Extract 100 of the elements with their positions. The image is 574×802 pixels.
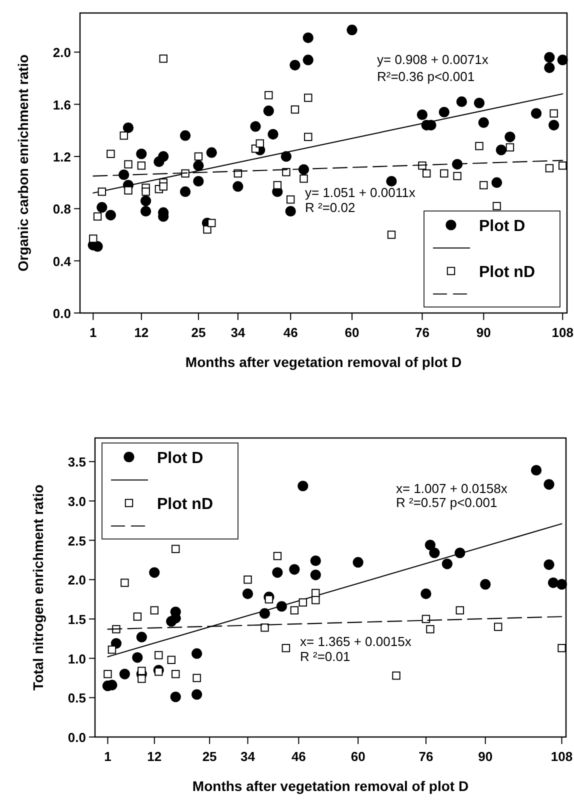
- point: [530, 108, 542, 119]
- point: [442, 558, 452, 570]
- point: [392, 672, 400, 680]
- point: [557, 54, 568, 66]
- point: [286, 195, 295, 204]
- x-tick-label: 60: [350, 749, 366, 764]
- point: [268, 129, 278, 140]
- point: [300, 174, 308, 183]
- point: [298, 598, 308, 607]
- point: [544, 479, 554, 490]
- y-tick-label: 2.5: [68, 533, 86, 548]
- legend-label: Plot D: [479, 218, 526, 235]
- legend-label: Plot D: [157, 450, 204, 467]
- legend-label: Plot nD: [157, 496, 213, 513]
- point: [440, 169, 448, 178]
- point: [282, 168, 290, 176]
- point: [203, 225, 212, 234]
- point: [304, 132, 312, 142]
- point: [290, 606, 299, 614]
- point: [142, 188, 150, 196]
- point: [232, 181, 244, 192]
- point: [506, 143, 514, 152]
- point: [242, 588, 254, 600]
- point: [496, 144, 506, 156]
- point: [558, 644, 566, 652]
- point: [193, 176, 204, 187]
- point: [544, 62, 555, 74]
- point: [149, 567, 160, 578]
- point: [140, 206, 152, 217]
- x-tick-label: 108: [550, 749, 573, 764]
- y-tick-label: 1.0: [68, 651, 86, 666]
- point: [167, 656, 176, 664]
- point: [264, 91, 273, 100]
- x-tick-label: 25: [191, 325, 206, 340]
- point: [494, 622, 502, 631]
- annotation: y= 1.051 + 0.0011x: [305, 185, 416, 200]
- annotation: x= 1.007 + 0.0158x: [396, 481, 508, 496]
- y-tick-label: 3.5: [68, 454, 86, 470]
- point: [280, 151, 292, 162]
- point: [474, 98, 485, 108]
- point: [172, 544, 180, 554]
- y-tick-label: 0.0: [68, 730, 86, 745]
- y-tick-label: 3.0: [68, 494, 86, 509]
- point: [492, 177, 502, 188]
- y-tick-label: 2.0: [52, 45, 71, 60]
- point: [478, 117, 489, 128]
- point: [193, 160, 204, 171]
- point: [133, 612, 142, 621]
- y-tick-label: 2.0: [68, 572, 86, 588]
- annotation: R ²=0.01: [300, 649, 350, 664]
- point: [548, 577, 559, 588]
- y-axis-title: Total nitrogen enrichment ratio: [30, 484, 46, 690]
- point: [545, 164, 554, 172]
- y-tick-label: 0.0: [52, 306, 71, 321]
- point: [420, 588, 432, 600]
- point: [158, 151, 169, 162]
- point: [159, 54, 168, 63]
- point: [310, 555, 321, 566]
- x-tick-label: 60: [344, 325, 360, 340]
- y-tick-label: 0.8: [52, 202, 71, 217]
- point: [302, 54, 314, 66]
- point: [132, 652, 143, 663]
- annotation: R ²=0.02: [305, 200, 356, 215]
- point: [263, 106, 274, 116]
- point: [208, 218, 216, 228]
- point: [352, 557, 364, 568]
- point: [302, 32, 314, 44]
- point: [386, 176, 397, 187]
- legend-label: Plot nD: [479, 264, 535, 281]
- point: [290, 105, 300, 114]
- point: [119, 668, 130, 680]
- x-tick-label: 76: [418, 749, 434, 764]
- point: [108, 646, 116, 654]
- x-tick-label: 90: [478, 749, 493, 764]
- x-tick-label: 46: [291, 749, 306, 764]
- x-tick-label: 12: [147, 749, 162, 764]
- point: [504, 132, 516, 142]
- x-tick-label: 108: [552, 325, 574, 340]
- point: [556, 579, 568, 590]
- x-tick-label: 12: [134, 325, 149, 340]
- point: [92, 241, 103, 252]
- point: [244, 576, 252, 584]
- point: [456, 96, 468, 107]
- point: [260, 624, 269, 632]
- point: [180, 186, 191, 197]
- x-tick-label: 34: [240, 749, 256, 764]
- y-tick-label: 0.5: [68, 690, 86, 706]
- point: [285, 206, 296, 217]
- point: [492, 202, 501, 210]
- point: [192, 674, 201, 682]
- point: [170, 692, 181, 702]
- x-tick-label: 76: [414, 325, 430, 340]
- point: [150, 606, 159, 614]
- y-tick-label: 0.4: [52, 254, 72, 269]
- point: [120, 132, 128, 140]
- point: [256, 139, 264, 148]
- point: [558, 162, 567, 170]
- x-tick-label: 34: [230, 325, 246, 340]
- point: [96, 202, 108, 213]
- point: [289, 564, 300, 575]
